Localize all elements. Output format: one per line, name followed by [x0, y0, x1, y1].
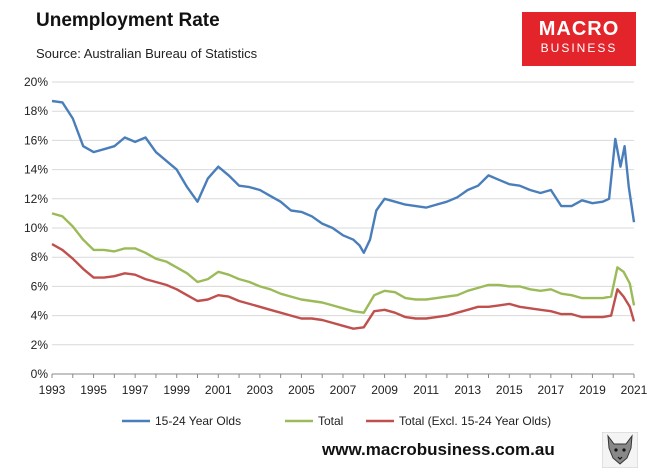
- x-tick-label: 1993: [39, 383, 66, 397]
- legend-label-3: Total (Excl. 15-24 Year Olds): [399, 414, 551, 428]
- series-line-1: [51, 99, 636, 254]
- x-tick-label: 2007: [330, 383, 357, 397]
- logo-line-2: BUSINESS: [540, 41, 618, 55]
- legend-label-1: 15-24 Year Olds: [155, 414, 241, 428]
- x-tick-label: 1995: [80, 383, 107, 397]
- series-line-3: [51, 243, 636, 330]
- wolf-icon: [602, 432, 638, 468]
- series-line-2: [51, 212, 636, 314]
- x-tick-label: 2005: [288, 383, 315, 397]
- y-tick-label: 20%: [24, 75, 48, 89]
- x-tick-label: 2003: [247, 383, 274, 397]
- x-tick-label: 1999: [163, 383, 190, 397]
- x-tick-label: 2011: [413, 383, 439, 397]
- logo-line-1: MACRO: [538, 18, 620, 40]
- y-tick-label: 10%: [24, 221, 48, 235]
- x-tick-label: 2015: [496, 383, 523, 397]
- x-tick-label: 2013: [454, 383, 481, 397]
- website-url: www.macrobusiness.com.au: [322, 440, 555, 459]
- y-tick-label: 8%: [31, 250, 49, 264]
- y-tick-label: 6%: [31, 279, 49, 293]
- y-tick-label: 2%: [31, 338, 49, 352]
- x-tick-label: 2001: [205, 383, 232, 397]
- y-tick-label: 16%: [24, 133, 48, 147]
- x-tick-label: 2009: [371, 383, 398, 397]
- y-tick-label: 12%: [24, 192, 48, 206]
- chart-subtitle: Source: Australian Bureau of Statistics: [36, 46, 258, 61]
- y-tick-label: 18%: [24, 104, 48, 118]
- x-axis-ticks: 1993 1995 1997 1999 2001 2003 2005 2007 2009 2011…: [39, 374, 648, 397]
- legend-label-2: Total: [318, 414, 343, 428]
- x-tick-label: 2017: [538, 383, 565, 397]
- y-tick-label: 0%: [31, 367, 49, 381]
- y-tick-label: 4%: [31, 309, 49, 323]
- y-tick-label: 14%: [24, 163, 48, 177]
- series-lines: [51, 99, 636, 330]
- macrobusiness-logo: MACRO BUSINESS: [522, 12, 636, 66]
- legend: 15-24 Year Olds Total Total (Excl. 15-24 Y…: [122, 414, 551, 428]
- x-tick-label: 2019: [579, 383, 606, 397]
- x-tick-label: 1997: [122, 383, 149, 397]
- x-tick-label: 2021: [621, 383, 648, 397]
- y-axis-ticks: 0% 2% 4% 6% 8% 10% 12% 14% 16% 18% 20%: [24, 75, 48, 381]
- chart-title: Unemployment Rate: [36, 10, 220, 31]
- grid: [52, 81, 634, 375]
